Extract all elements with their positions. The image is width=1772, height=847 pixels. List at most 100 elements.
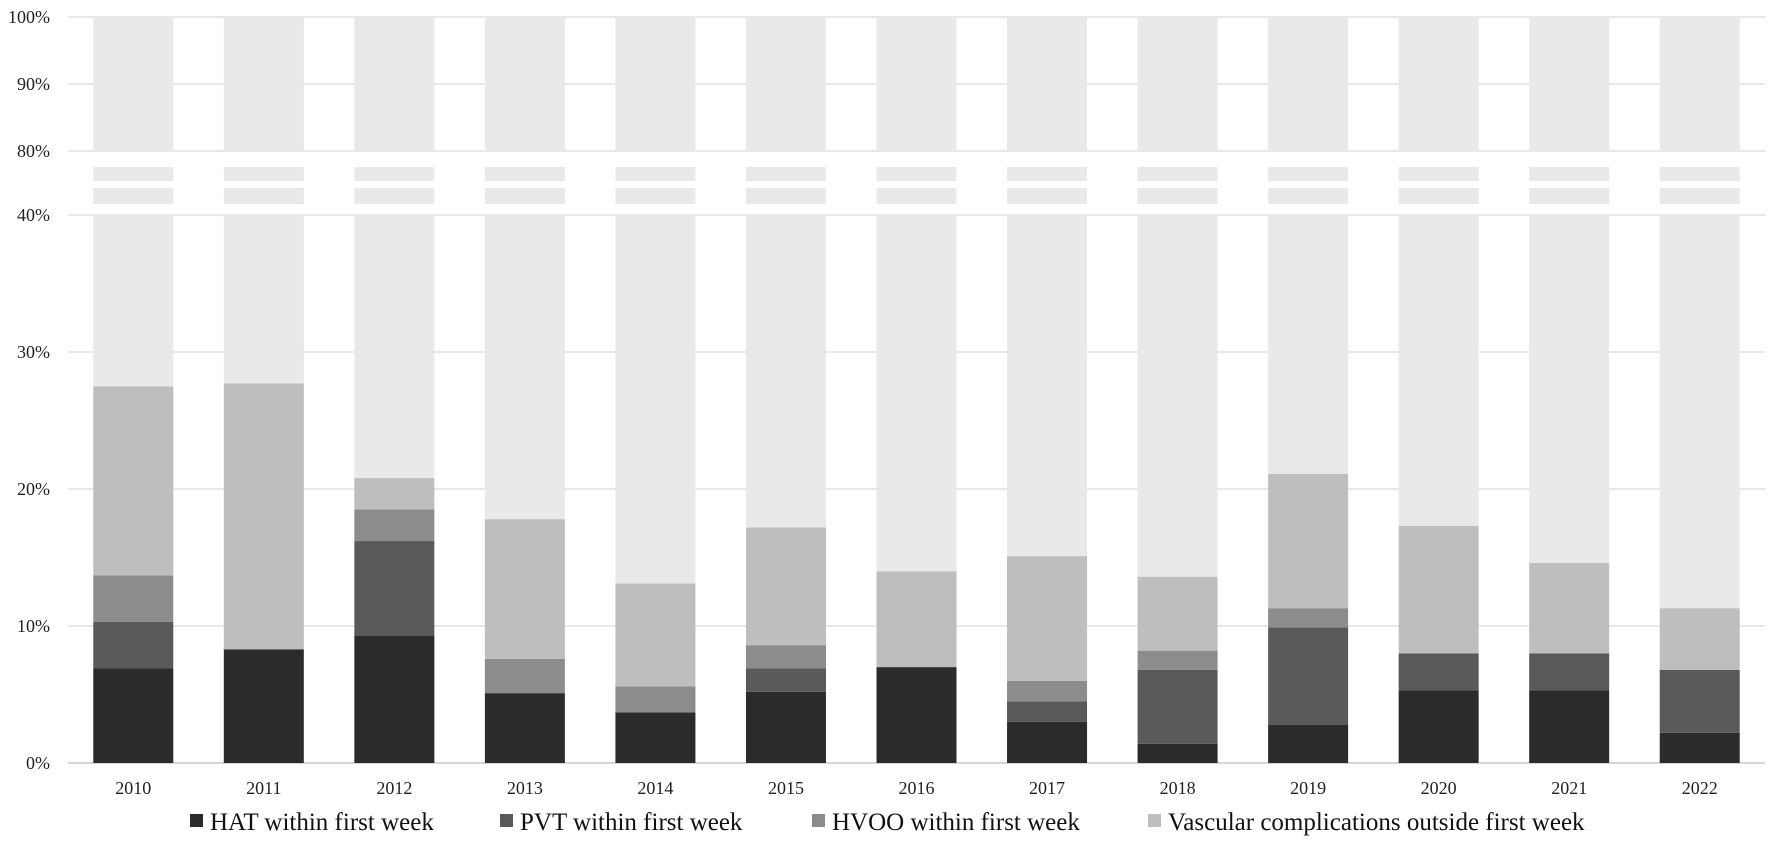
y-tick-label: 0% [26,753,50,773]
legend-swatch [1148,814,1161,827]
axis-break-mark [1398,167,1479,181]
axis-break-mark [745,188,826,204]
bar-segment-hat-within-first-week [1007,721,1088,763]
bar-segment-hat-within-first-week [1398,690,1479,763]
axis-break-mark [223,188,304,204]
axis-break-mark [93,167,174,181]
bar-segment-vascular-complications-outside-first-week [615,583,696,687]
bar-segment-pvt-within-first-week [1659,669,1740,733]
bar-segment-pvt-within-first-week [1007,701,1088,722]
legend-label: PVT within first week [520,809,743,836]
bar-remainder-lower [1398,215,1479,526]
bar-segment-hat-within-first-week [615,712,696,763]
legend-label: HAT within first week [210,809,434,836]
axis-break-mark [1137,167,1218,181]
x-tick-label: 2018 [1160,778,1196,798]
bar-segment-hvoo-within-first-week [745,645,826,669]
bar-remainder-upper [876,17,957,151]
bar-remainder-lower [1268,215,1349,474]
bar-remainder-lower [1529,215,1610,563]
bar-remainder-upper [93,17,174,151]
axis-break-mark [354,167,435,181]
y-tick-label: 80% [17,141,50,161]
bar-segment-hat-within-first-week [223,649,304,763]
bar-segment-vascular-complications-outside-first-week [1659,608,1740,670]
bar-remainder-lower [1659,215,1740,609]
axis-break-mark [484,167,565,181]
axis-break-mark [1529,188,1610,204]
bar-remainder-upper [1137,17,1218,151]
bar-remainder-lower [745,215,826,528]
bar-segment-hat-within-first-week [1529,690,1610,763]
y-tick-label: 30% [17,342,50,362]
bar-segment-hvoo-within-first-week [615,686,696,713]
bar-segment-pvt-within-first-week [1137,669,1218,744]
bar-segment-hat-within-first-week [876,667,957,763]
bar-segment-pvt-within-first-week [354,541,435,636]
y-tick-label: 90% [17,74,50,94]
bar-segment-vascular-complications-outside-first-week [1398,525,1479,654]
x-tick-label: 2021 [1551,778,1587,798]
bar-segment-hvoo-within-first-week [354,509,435,542]
bar-segment-vascular-complications-outside-first-week [1529,562,1610,654]
axis-break-mark [1268,167,1349,181]
axis-break-mark [1529,167,1610,181]
y-tick-label: 100% [8,7,50,27]
bar-segment-vascular-complications-outside-first-week [745,527,826,646]
axis-break-mark [876,167,957,181]
x-tick-label: 2019 [1290,778,1326,798]
bar-segment-hat-within-first-week [354,635,435,763]
bar-remainder-upper [1007,17,1088,151]
legend-label: Vascular complications outside first wee… [1168,809,1585,836]
bar-remainder-lower [223,215,304,384]
legend-swatch [812,814,825,827]
bar-remainder-lower [93,215,174,387]
bar-segment-hvoo-within-first-week [1137,650,1218,670]
bar-segment-vascular-complications-outside-first-week [354,478,435,510]
bar-remainder-upper [223,17,304,151]
bar-segment-vascular-complications-outside-first-week [93,386,174,576]
axis-break-mark [615,167,696,181]
axis-break-mark [876,188,957,204]
legend-swatch [190,814,203,827]
bar-remainder-lower [876,215,957,572]
x-tick-label: 2022 [1682,778,1718,798]
x-tick-label: 2012 [376,778,412,798]
bar-remainder-lower [1007,215,1088,557]
bar-remainder-lower [1137,215,1218,577]
y-tick-label: 20% [17,479,50,499]
axis-break-mark [1007,167,1088,181]
bar-segment-hat-within-first-week [745,691,826,763]
bar-remainder-upper [745,17,826,151]
bar-remainder-lower [484,215,565,520]
y-tick-label: 40% [17,205,50,225]
legend-label: HVOO within first week [832,809,1080,836]
bar-segment-pvt-within-first-week [745,668,826,692]
axis-break-mark [223,167,304,181]
axis-break-mark [93,188,174,204]
bar-remainder-upper [615,17,696,151]
bar-segment-pvt-within-first-week [1268,627,1349,725]
bar-remainder-upper [1398,17,1479,151]
bar-segment-hat-within-first-week [1137,743,1218,763]
bar-segment-hat-within-first-week [93,668,174,763]
bar-remainder-lower [354,215,435,479]
x-tick-label: 2015 [768,778,804,798]
bar-segment-pvt-within-first-week [1529,653,1610,691]
bar-remainder-upper [1268,17,1349,151]
x-tick-label: 2014 [637,778,673,798]
axis-break-mark [1659,188,1740,204]
axis-break-mark [484,188,565,204]
x-tick-label: 2017 [1029,778,1065,798]
axis-break-mark [1398,188,1479,204]
bar-segment-hat-within-first-week [484,693,565,763]
bar-segment-pvt-within-first-week [93,621,174,669]
x-tick-label: 2020 [1421,778,1457,798]
bar-segment-vascular-complications-outside-first-week [1137,576,1218,651]
axis-break-mark [354,188,435,204]
bar-segment-vascular-complications-outside-first-week [876,571,957,668]
axis-break-mark [615,188,696,204]
bar-remainder-upper [1659,17,1740,151]
